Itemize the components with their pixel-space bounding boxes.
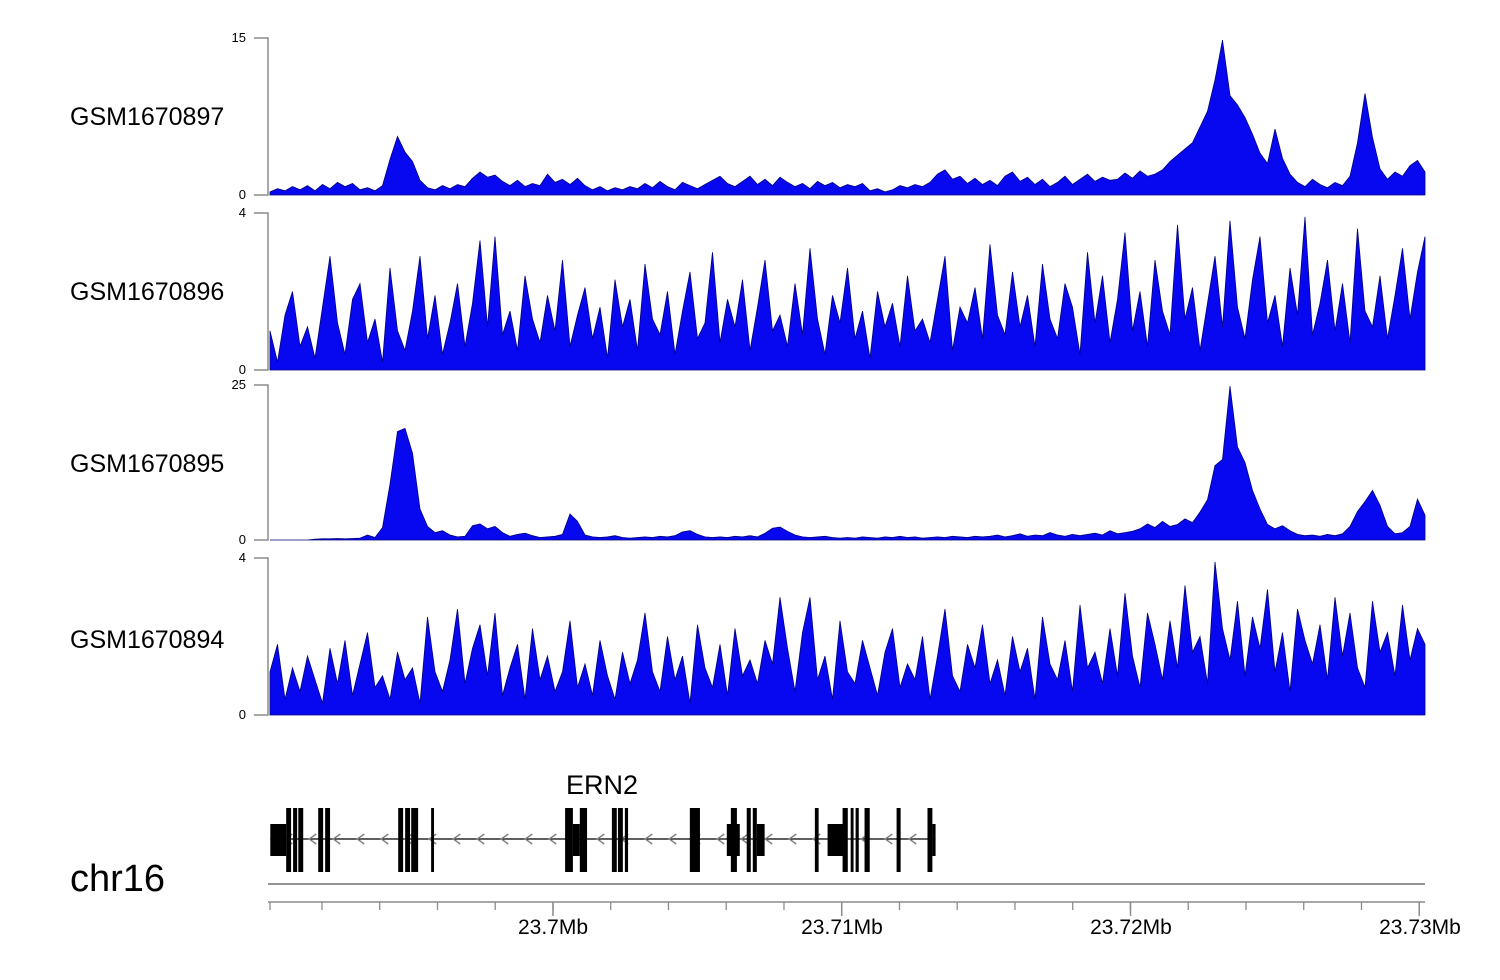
exon-cds (286, 808, 292, 872)
strand-arrow-left-icon (548, 833, 557, 845)
exon-cds (611, 808, 617, 872)
yaxis-max-track-3: 25 (231, 377, 246, 392)
yaxis-min-track-2: 0 (238, 362, 246, 377)
axis-tick-label-23.71Mb: 23.71Mb (801, 916, 883, 939)
strand-arrow-left-icon (668, 833, 677, 845)
strand-arrow-left-icon (644, 833, 653, 845)
strand-arrow-left-icon (908, 833, 917, 845)
strand-arrow-left-icon (380, 833, 389, 845)
exon-cds (689, 808, 700, 872)
coverage-area-GSM1670894 (269, 561, 1426, 716)
axis-tick-label-23.7Mb: 23.7Mb (517, 916, 589, 939)
chromosome-label: chr16 (70, 858, 166, 900)
yaxis-bracket (254, 557, 269, 716)
yaxis-bracket (254, 212, 269, 371)
exon-cds (617, 808, 623, 872)
yaxis-min-track-1: 0 (238, 187, 246, 202)
axis-tick-label-23.72Mb: 23.72Mb (1090, 916, 1172, 939)
track-label-3: GSM1670895 (70, 450, 225, 478)
coverage-area-GSM1670895 (270, 386, 1426, 541)
exon-cds (624, 808, 629, 872)
exon-utr (932, 824, 936, 856)
exon-cds (814, 808, 819, 872)
exon-cds (431, 808, 435, 872)
gene-model-track (270, 808, 936, 872)
axis-tick-label-23.73Mb: 23.73Mb (1379, 916, 1461, 939)
yaxis-bracket (254, 37, 269, 196)
strand-arrow-left-icon (716, 833, 725, 845)
coverage-area-GSM1670896 (269, 216, 1426, 371)
yaxis-max-track-4: 4 (238, 550, 246, 565)
strand-arrow-left-icon (740, 833, 749, 845)
exon-utr (270, 824, 287, 856)
exon-cds (855, 808, 859, 872)
track-label-4: GSM1670894 (70, 626, 225, 654)
exon-utr (572, 824, 580, 856)
exon-cds (842, 808, 848, 872)
exon-cds (318, 808, 324, 872)
yaxis-bracket (254, 384, 269, 541)
exon-cds (746, 808, 751, 872)
exon-cds (298, 808, 304, 872)
signal-track-GSM1670895 (254, 384, 1426, 541)
strand-arrow-left-icon (308, 833, 317, 845)
track-label-1: GSM1670897 (70, 103, 225, 131)
strand-arrow-left-icon (452, 833, 461, 845)
yaxis-max-track-1: 15 (231, 30, 246, 45)
gene-name-label: ERN2 (565, 770, 639, 800)
exon-cds (411, 808, 419, 872)
exon-cds (927, 808, 933, 872)
strand-arrow-left-icon (476, 833, 485, 845)
strand-arrow-left-icon (500, 833, 509, 845)
strand-arrow-left-icon (884, 833, 893, 845)
strand-arrow-left-icon (764, 833, 773, 845)
exon-cds (325, 808, 331, 872)
exon-utr (827, 824, 845, 856)
exon-cds (398, 808, 404, 872)
exon-utr (756, 824, 765, 856)
genome-axis (268, 901, 1425, 916)
track-label-2: GSM1670896 (70, 278, 225, 306)
exon-cds (864, 808, 870, 872)
yaxis-min-track-3: 0 (238, 532, 246, 547)
exon-cds (565, 808, 573, 872)
strand-arrow-left-icon (788, 833, 797, 845)
yaxis-min-track-4: 0 (238, 707, 246, 722)
signal-track-GSM1670897 (254, 37, 1426, 196)
exon-cds (293, 808, 298, 872)
signal-track-GSM1670896 (254, 212, 1426, 371)
exon-cds (405, 808, 411, 872)
exon-cds (896, 808, 901, 872)
exon-cds (579, 808, 588, 872)
coverage-area-GSM1670897 (269, 40, 1426, 196)
strand-arrow-left-icon (524, 833, 533, 845)
exon-cds (752, 808, 757, 872)
strand-arrow-left-icon (596, 833, 605, 845)
signal-track-GSM1670894 (254, 557, 1426, 716)
exon-cds (730, 808, 737, 872)
strand-arrow-left-icon (356, 833, 365, 845)
yaxis-max-track-2: 4 (238, 205, 246, 220)
exon-cds (850, 808, 854, 872)
strand-arrow-left-icon (332, 833, 341, 845)
